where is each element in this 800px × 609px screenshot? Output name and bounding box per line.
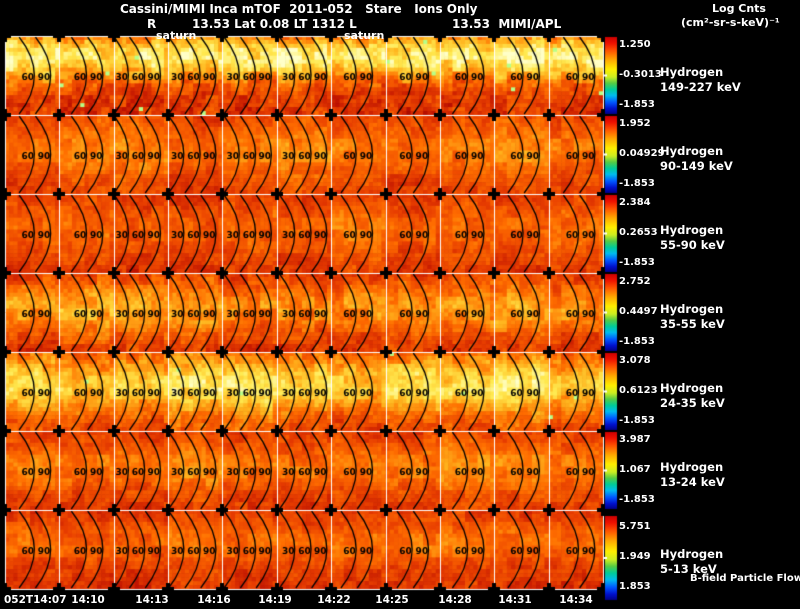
- bfield-flow-label: B-field Particle Flow: [690, 573, 800, 584]
- energy-band-label: 13-24 keV: [660, 475, 725, 489]
- time-axis-tick-label: 14:25: [375, 594, 409, 606]
- colorbar-mid-label: 1.067: [619, 464, 651, 475]
- saturn-annotation: saturn: [344, 29, 385, 42]
- ephemeris-right: 13.53 MIMI/APL: [452, 17, 562, 31]
- colorbar-min-label: -1.853: [619, 99, 655, 110]
- colorbar-max-label: 3.078: [619, 355, 651, 366]
- species-label: Hydrogen: [660, 65, 724, 79]
- species-label: Hydrogen: [660, 302, 724, 316]
- time-axis-tick-label: 14:13: [135, 594, 169, 606]
- colorbar-min-label: -1.853: [619, 178, 655, 189]
- colorbar-mid-label: 0.4497: [619, 306, 658, 317]
- colorbar-max-label: 1.250: [619, 39, 651, 50]
- energy-band-label: 90-149 keV: [660, 159, 733, 173]
- energy-band-label: 149-227 keV: [660, 80, 741, 94]
- colorbar-max-label: 2.752: [619, 276, 651, 287]
- time-axis-tick-label: 14:31: [498, 594, 532, 606]
- colorbar-mid-label: 1.949: [619, 551, 651, 562]
- species-label: Hydrogen: [660, 460, 724, 474]
- energy-band-label: 55-90 keV: [660, 238, 725, 252]
- colorbar-min-label: -1.853: [619, 415, 655, 426]
- species-label: Hydrogen: [660, 144, 724, 158]
- colorbar-max-label: 3.987: [619, 434, 651, 445]
- plot-title: Cassini/MIMI Inca mTOF 2011-052 Stare Io…: [120, 2, 478, 16]
- colorbar-min-label: -1.853: [619, 257, 655, 268]
- time-axis-tick-label: 14:10: [71, 594, 105, 606]
- colorbar-mid-label: -0.3013: [619, 69, 662, 80]
- species-label: Hydrogen: [660, 381, 724, 395]
- colorbar-max-label: 2.384: [619, 197, 651, 208]
- colorbar-max-label: 5.751: [619, 521, 651, 532]
- species-label: Hydrogen: [660, 547, 724, 561]
- energy-band-label: 24-35 keV: [660, 396, 725, 410]
- colorbar-mid-label: 0.04929: [619, 148, 665, 159]
- colorbar-mid-label: 0.2653: [619, 227, 658, 238]
- saturn-annotation: saturn: [156, 29, 197, 42]
- colorbar-mid-label: 0.6123: [619, 385, 658, 396]
- ephemeris-r-label: R: [147, 17, 157, 31]
- colorbar-units-line2: (cm²-sr-s-keV)⁻¹: [681, 16, 780, 29]
- colorbar-min-label: -1.853: [619, 336, 655, 347]
- colorbar-min-label: -1.853: [619, 494, 655, 505]
- time-axis-tick-label: 14:19: [258, 594, 292, 606]
- colorbar-max-label: 1.952: [619, 118, 651, 129]
- time-axis-tick-label: 14:28: [438, 594, 472, 606]
- energy-band-label: 5-13 keV: [660, 562, 717, 576]
- time-axis-tick-label: 052T14:07: [4, 594, 67, 606]
- time-axis-tick-label: 14:16: [197, 594, 231, 606]
- time-axis-tick-label: 14:34: [559, 594, 593, 606]
- colorbar-min-label: 1.853: [619, 581, 651, 592]
- species-label: Hydrogen: [660, 223, 724, 237]
- time-axis-tick-label: 14:22: [317, 594, 351, 606]
- energy-band-label: 35-55 keV: [660, 317, 725, 331]
- colorbar-units-line1: Log Cnts: [712, 2, 766, 15]
- ephemeris-position: 13.53 Lat 0.08 LT 1312 L: [192, 17, 357, 31]
